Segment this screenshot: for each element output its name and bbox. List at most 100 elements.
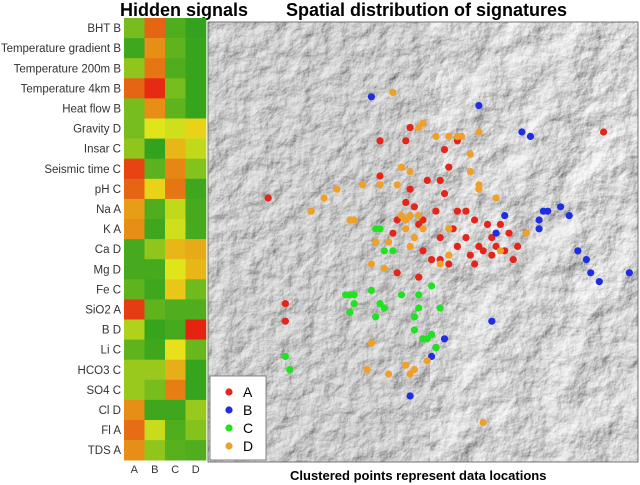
heatmap-cell [144,138,166,159]
data-point-c [376,300,384,308]
heatmap-cell [124,219,145,240]
heatmap-cell [144,420,166,441]
data-point-d [397,163,406,171]
data-point-a [471,216,479,224]
data-point-d [359,181,367,189]
heatmap-cell [185,178,207,200]
heatmap-row-label: Gravity D [73,124,121,136]
heatmap-row-label: BHT B [87,23,121,35]
data-point-d [402,225,410,233]
data-point-d [436,260,444,268]
data-point-d [419,225,427,233]
heatmap-cell [124,58,145,79]
heatmap-cell [165,158,186,180]
data-point-a [445,163,453,171]
heatmap-cell [185,339,207,360]
data-point-b [565,212,573,220]
data-point-a [453,207,461,215]
data-point-d [406,370,414,378]
data-point-a [496,220,504,228]
data-point-d [475,128,483,136]
heatmap-cell [124,259,145,280]
heatmap-cell [144,279,166,300]
data-point-d [372,238,380,246]
heatmap-cell [144,18,166,39]
heatmap-row-labels: BHT B Temperature gradient B Temperature 2… [1,23,122,457]
data-point-d [466,150,474,158]
heatmap-cell [144,78,166,99]
heatmap-cell [124,98,145,119]
heatmap-cell [124,399,145,421]
heatmap-cell [124,158,145,180]
heatmap-row-label: Li C [101,345,121,357]
heatmap-row-label: Temperature 200m B [14,63,122,75]
heatmap-cell [185,118,207,139]
data-point-d [406,242,414,250]
data-point-d [496,247,504,255]
data-point-a [492,242,500,250]
data-point-d [432,132,440,140]
data-point-b [475,102,483,110]
data-point-d [406,168,414,176]
data-point-a [509,256,517,264]
data-point-a [428,256,436,264]
legend-label: C [243,420,253,436]
heatmap-row-label: Insar C [84,144,121,156]
heatmap-cell [144,58,166,79]
heatmap-cell [124,198,145,220]
data-point-a [488,251,496,259]
heatmap-cell [165,38,186,59]
heatmap-cell [124,178,145,200]
heatmap-cell [185,239,207,260]
heatmap-cell [144,198,166,220]
data-point-b [501,212,509,220]
map-caption: Clustered points represent data location… [290,468,547,483]
heatmap-cell [144,319,166,340]
heatmap-column-label: C [171,464,179,476]
heatmap [124,18,207,461]
heatmap-cell [185,420,207,441]
heatmap-cell [124,339,145,360]
legend-marker [225,406,233,414]
heatmap-title: Hidden signals [120,0,249,20]
data-point-a [483,220,492,228]
data-point-d [380,264,388,272]
heatmap-cell [144,98,166,119]
heatmap-cell [124,440,145,461]
data-point-d [367,260,375,268]
data-point-b [625,269,634,277]
legend-marker [225,442,233,450]
data-point-d [458,132,466,140]
data-point-a [466,251,474,259]
heatmap-row-label: Fl A [101,425,121,437]
heatmap-row-label: SO4 C [86,385,121,397]
heatmap-cell [185,299,207,320]
heatmap-cell [165,440,186,461]
data-point-d [367,339,375,347]
data-point-d [479,418,487,426]
heatmap-cell [124,118,145,139]
data-point-a [419,216,427,224]
heatmap-row-label: Seismic time C [44,164,121,176]
data-point-c [380,304,388,312]
heatmap-cell [165,420,186,441]
data-point-a [402,137,410,145]
data-point-c [380,247,388,255]
data-point-d [492,194,500,202]
data-point-a [281,300,289,308]
data-point-d [445,225,453,233]
data-point-a [453,242,461,250]
data-point-b [557,203,565,211]
data-point-a [406,124,414,132]
heatmap-cell [165,18,186,39]
data-point-b [440,335,449,343]
data-point-c [286,366,294,374]
heatmap-cell [144,299,166,320]
heatmap-cell [185,58,207,79]
heatmap-cell [144,158,166,180]
heatmap-cell [124,279,145,300]
data-point-d [333,185,341,193]
data-point-b [406,392,414,400]
data-point-b [526,132,535,140]
data-point-a [488,234,496,242]
